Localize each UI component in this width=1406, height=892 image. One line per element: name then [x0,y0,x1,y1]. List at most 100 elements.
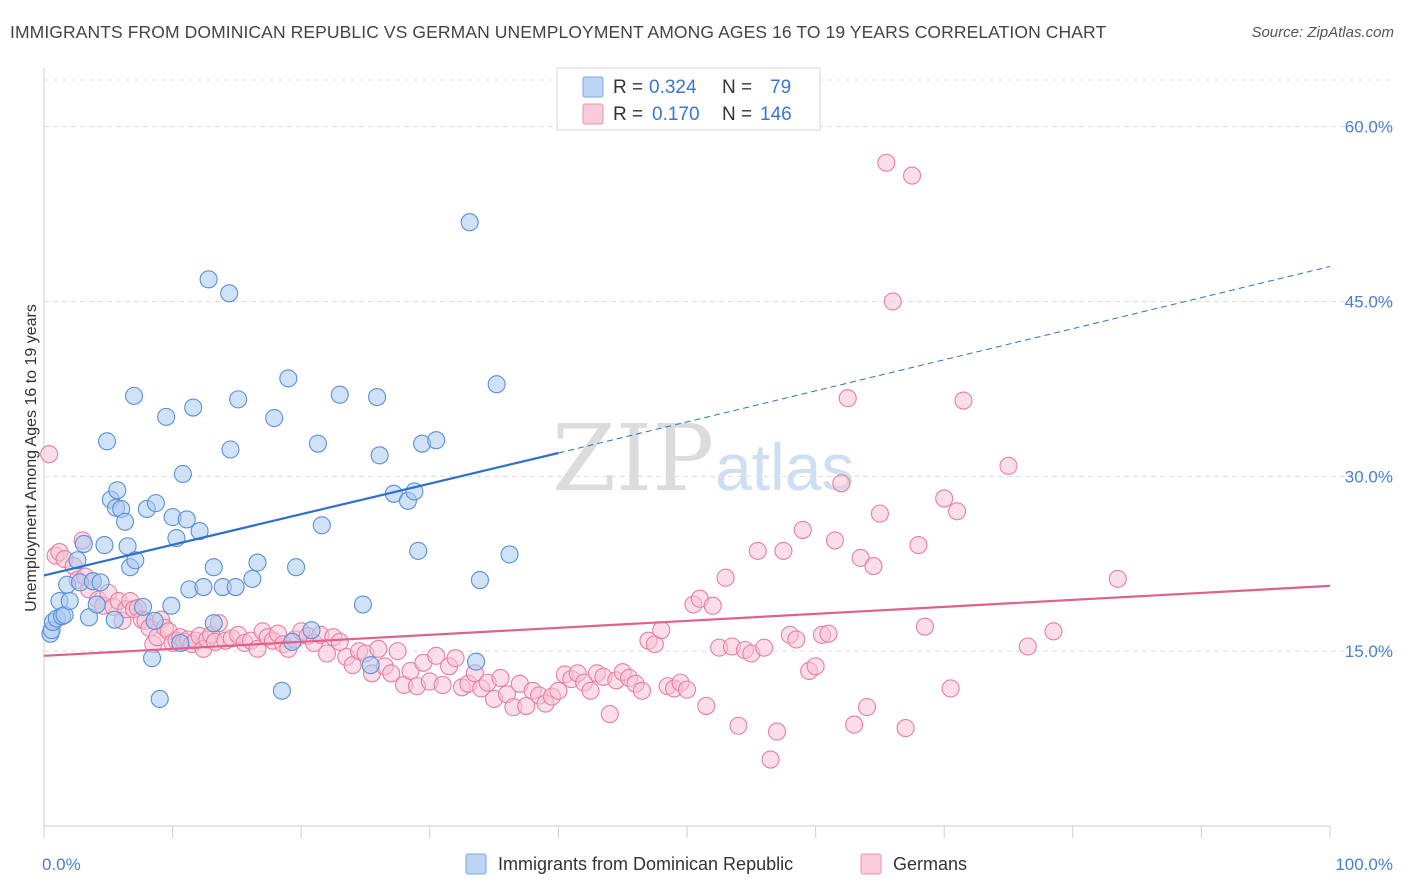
data-point [446,649,465,668]
data-point [600,705,619,724]
data-point [190,522,209,541]
data-point [74,534,93,553]
y-axis-label: Unemployment Among Ages 16 to 19 years [23,304,40,612]
data-point [487,375,506,394]
bottom-legend: Immigrants from Dominican Republic Germa… [465,853,967,875]
data-point [748,541,767,560]
y-tick-label: 60.0% [1345,118,1393,137]
data-point [549,681,568,700]
trend-line-immigrants-projection [558,266,1331,454]
x-tick-label-min: 0.0% [42,855,81,874]
data-point [60,591,79,611]
data-points [40,153,1127,769]
data-point [716,568,735,587]
data-point [330,385,349,404]
y-tick-label: 30.0% [1345,467,1393,486]
data-point [204,558,223,577]
data-point [902,166,922,185]
data-point [105,610,124,629]
data-point [825,531,844,550]
data-point [382,664,401,683]
data-point [491,668,510,688]
data-point [194,577,213,597]
data-point [793,520,812,539]
watermark: ZIP atlas [552,405,854,512]
data-point [954,391,973,410]
bottom-legend-label-immigrants: Immigrants from Dominican Republic [498,854,793,874]
watermark-atlas: atlas [715,430,854,504]
data-point [1108,569,1127,588]
data-point [126,551,145,570]
data-point [851,548,870,567]
data-point [226,577,245,597]
data-point [142,649,162,668]
legend-n-label-1: N = [722,77,752,98]
data-point [1044,622,1063,641]
data-point [265,408,284,428]
data-point [652,621,671,640]
legend-swatch-germans [582,103,604,125]
data-point [184,398,203,417]
data-point [157,407,176,426]
data-point [870,504,889,523]
data-point [370,446,389,465]
data-point [220,284,239,303]
data-point [857,698,877,717]
data-point [312,516,331,535]
data-point [248,553,267,572]
x-tick-label-max: 100.0% [1335,855,1393,874]
chart-title: IMMIGRANTS FROM DOMINICAN REPUBLIC VS GE… [10,22,1107,42]
data-point [173,464,192,484]
gridlines [44,79,1395,652]
data-point [221,440,240,459]
data-point [150,689,169,708]
series-immigrants [41,213,519,708]
data-point [761,750,780,769]
data-point [838,389,857,408]
data-point [999,456,1018,475]
data-point [729,716,748,735]
data-point [115,512,135,531]
data-point [517,696,536,715]
watermark-zip: ZIP [552,405,714,512]
legend-r-label-1: R = [613,77,643,98]
data-point [368,387,387,407]
data-point [308,434,327,453]
data-point [767,722,787,741]
data-point [941,679,960,698]
legend-n-label-2: N = [722,104,752,125]
data-point [145,611,164,630]
data-point [369,639,388,658]
data-point [433,675,452,695]
data-point [401,661,420,681]
data-point [755,638,774,657]
data-point [272,681,291,700]
data-point [632,681,652,700]
legend-n-value-1: 79 [770,77,791,98]
data-point [68,551,87,570]
data-point [353,595,372,614]
data-point [787,630,806,649]
data-point [819,624,838,643]
data-point [909,536,928,555]
legend-swatch-immigrants [582,76,604,98]
data-point [199,270,218,289]
data-point [1018,637,1037,656]
bottom-legend-label-germans: Germans [893,854,967,874]
data-point [581,681,600,700]
data-point [470,571,490,590]
data-point [177,510,196,529]
data-point [677,680,697,699]
data-point [915,617,934,636]
trend-line-immigrants [43,451,559,577]
legend-n-value-2: 146 [760,104,792,125]
legend-r-value-2: 0.170 [652,104,700,125]
bottom-legend-swatch-germans [860,853,882,875]
y-tick-label: 15.0% [1345,642,1393,661]
data-point [317,644,336,663]
y-tick-label: 45.0% [1345,292,1393,311]
legend-r-label-2: R = [613,104,643,125]
data-point [229,390,248,409]
data-point [832,474,851,493]
data-point [427,431,446,450]
